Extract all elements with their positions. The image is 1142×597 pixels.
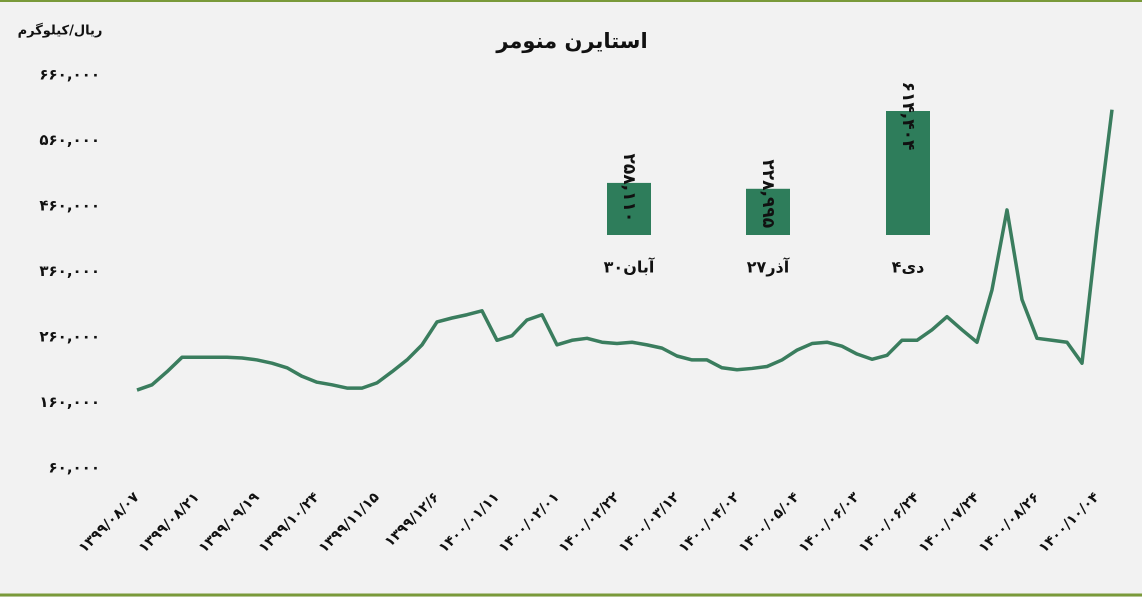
y-tick-label: ۴۶۰,۰۰۰ — [39, 197, 100, 215]
bar-value-label: ۲۲۸,۹۹۵ — [758, 159, 778, 228]
y-tick-label: ۶۶۰,۰۰۰ — [39, 66, 100, 84]
y-axis-label: ریال/کیلوگرم — [18, 23, 103, 39]
line-series — [136, 109, 1114, 392]
y-tick-label: ۶۰,۰۰۰ — [49, 459, 100, 477]
bar — [746, 188, 790, 235]
bar — [886, 111, 930, 235]
y-tick-label: ۱۶۰,۰۰۰ — [39, 393, 100, 411]
bar-category-label: ۲۷آذر — [747, 257, 790, 277]
bar-category-label: ۳۰آبان — [604, 257, 655, 277]
y-tick-label: ۳۶۰,۰۰۰ — [39, 262, 100, 280]
y-tick-label: ۵۶۰,۰۰۰ — [39, 131, 100, 149]
bar-category-label: ۴دی — [892, 258, 925, 277]
chart-title: استایرن منومر — [495, 29, 647, 53]
bar-value-label: ۲۵۸,۱۱۰ — [619, 154, 639, 223]
bar — [607, 182, 651, 235]
bar-value-label: ۶۱۴,۴۰۴ — [898, 82, 918, 151]
y-tick-label: ۲۶۰,۰۰۰ — [39, 328, 100, 346]
